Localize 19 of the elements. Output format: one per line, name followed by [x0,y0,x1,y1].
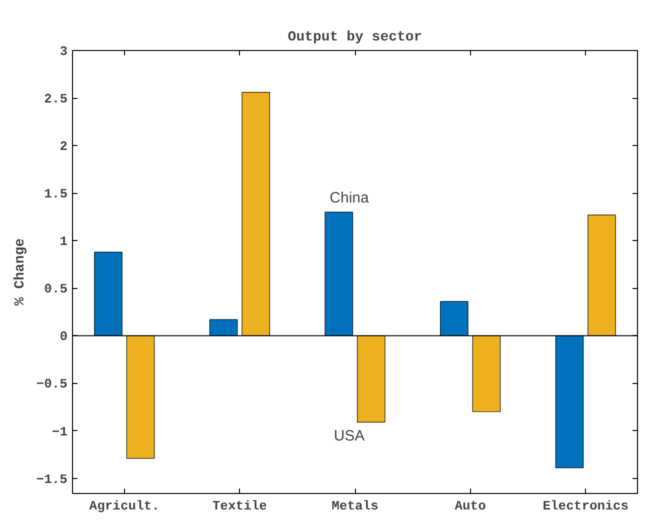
x-tick-label: Metals [332,498,379,514]
chart-title: Output by sector [288,30,422,46]
y-tick-label: 1 [60,234,68,250]
x-tick-label: Auto [454,498,486,514]
y-tick-label: −1.5 [36,472,68,487]
y-tick-label: −1 [52,424,68,440]
series-label: USA [334,428,365,445]
x-tick-label: Agricult. [89,498,160,514]
y-axis-title: % Change [12,238,28,306]
y-tick-label: 2 [60,139,68,154]
y-tick-label: 2.5 [44,92,68,107]
y-tick-label: 3 [60,44,68,59]
x-tick-label: Textile [212,498,268,514]
x-tick-label: Electronics [542,498,629,514]
y-tick-label: 1.5 [44,186,68,202]
y-tick-label: 0 [60,329,68,344]
y-tick-label: −0.5 [36,376,68,392]
y-tick-label: 0.5 [44,282,68,297]
series-label: China [330,190,370,207]
